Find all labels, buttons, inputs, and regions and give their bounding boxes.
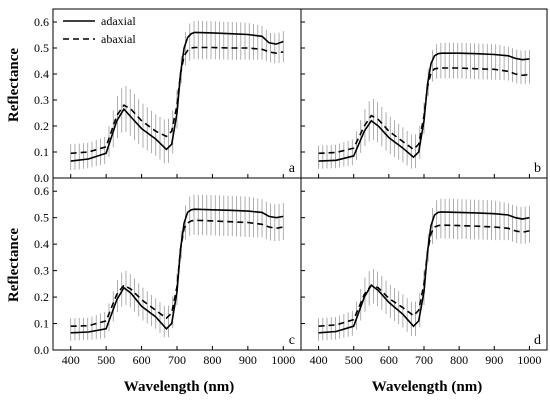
y-tick-label: 0.0: [34, 171, 49, 185]
legend-label-adaxial: adaxial: [101, 14, 136, 28]
panel-letter: c: [289, 333, 295, 348]
panel-d: 400 500 600 700 800 900 1000 d: [300, 177, 548, 367]
x-tick-label: 1000: [517, 353, 541, 367]
x-tick-label: 600: [380, 353, 398, 367]
y-tick-label: 0.6: [34, 15, 49, 29]
x-tick-label: 800: [450, 353, 468, 367]
legend: adaxial abaxial: [63, 14, 136, 46]
panel-b: b: [300, 8, 548, 179]
legend-label-abaxial: abaxial: [101, 32, 136, 46]
y-tick-label: 0.3: [34, 93, 49, 107]
series-line-abaxial: [70, 46, 284, 155]
panel-frame-c: [52, 177, 302, 351]
x-tick-label: 900: [485, 353, 503, 367]
x-tick-label: 400: [310, 353, 328, 367]
y-tick-label: 0.4: [34, 237, 49, 251]
y-tick-label: 0.6: [34, 184, 49, 198]
x-tick-label: 500: [97, 353, 115, 367]
y-tick-label: 0.5: [34, 41, 49, 55]
y-tick-label: 0.2: [34, 290, 49, 304]
series-line-abaxial: [318, 67, 530, 155]
x-tick-label: 600: [133, 353, 151, 367]
panel-letter: d: [534, 333, 541, 348]
x-tick-label: 700: [168, 353, 186, 367]
x-axis-title-left: Wavelength (nm): [124, 379, 234, 395]
y-tick-label: 0.5: [34, 211, 49, 225]
x-tick-label: 800: [203, 353, 221, 367]
panel-frame-b: [300, 8, 548, 179]
y-tick-label: 0.3: [34, 264, 49, 278]
y-axis-title-bottom: Reflectance: [6, 228, 22, 302]
y-tick-label: 0.1: [34, 145, 49, 159]
series-line-abaxial: [70, 219, 284, 327]
y-tick-label: 0.4: [34, 67, 49, 81]
y-axis-title-top: Reflectance: [6, 48, 22, 122]
x-tick-label: 900: [239, 353, 257, 367]
panel-frame-d: [300, 177, 548, 351]
series-line-abaxial: [318, 224, 530, 327]
y-tick-label: 0.1: [34, 317, 49, 331]
x-axis-title-right: Wavelength (nm): [372, 379, 482, 395]
panels-layer: 0.00.10.20.30.40.50.6a b0.00.10.20.30.40.…: [34, 8, 548, 367]
panel-letter: b: [534, 161, 541, 176]
series-line-adaxial: [70, 208, 284, 334]
panel-c: 0.0 0.1 0.2 0.3 0.4 0.5 0.6 400 500 600 700 800 900 1…: [34, 177, 302, 367]
x-tick-label: 400: [62, 353, 80, 367]
x-tick-label: 1000: [271, 353, 295, 367]
panel-a: 0.0 0.1 0.2 0.3 0.4 0.5 0.6 a: [34, 8, 302, 185]
x-tick-label: 500: [345, 353, 363, 367]
y-tick-label: 0.0: [34, 343, 49, 357]
x-tick-label: 700: [415, 353, 433, 367]
panel-letter: a: [289, 161, 296, 176]
y-tick-label: 0.2: [34, 119, 49, 133]
